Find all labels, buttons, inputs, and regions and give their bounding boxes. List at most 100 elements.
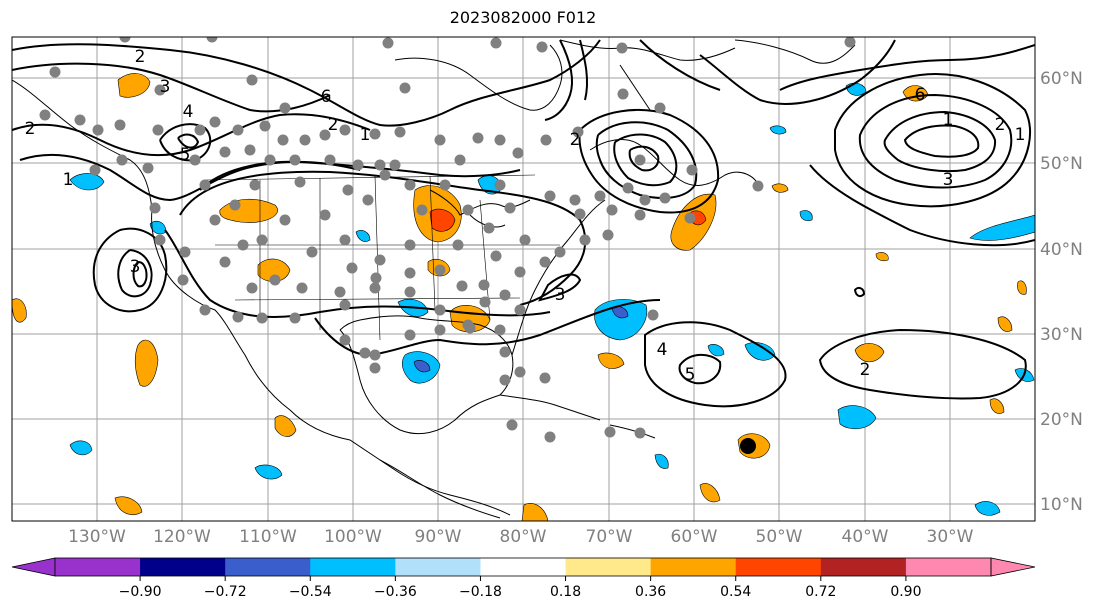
station-dot	[684, 212, 696, 224]
contour-label: 6	[321, 87, 332, 107]
station-dot	[499, 289, 511, 301]
negative-anomaly-region	[837, 405, 877, 430]
positive-anomaly-region	[997, 316, 1013, 332]
contour-label: 1	[360, 125, 371, 145]
longitude-labels: 130°W 120°W 110°W 100°W 90°W 80°W 70°W 60°W 50°W…	[68, 527, 974, 547]
contour-label: 3	[160, 77, 171, 97]
colorbar-tick-label: −0.90	[119, 584, 162, 600]
station-dot	[39, 109, 51, 121]
station-dot	[647, 309, 659, 321]
colorbar-extend-high	[990, 557, 1036, 577]
station-dot	[540, 134, 552, 146]
latitude-label: 50°N	[1040, 154, 1083, 174]
station-dot	[434, 134, 446, 146]
station-dot	[622, 182, 634, 194]
station-dot	[490, 250, 502, 262]
station-dot	[569, 194, 581, 206]
station-dot	[149, 202, 161, 214]
station-dot	[89, 164, 101, 176]
station-dot	[512, 147, 524, 159]
longitude-label: 130°W	[68, 527, 126, 547]
station-dot	[454, 154, 466, 166]
station-dot	[654, 102, 666, 114]
longitude-label: 90°W	[415, 527, 462, 547]
station-dot	[319, 129, 331, 141]
station-dot	[277, 134, 289, 146]
contour-label: 2	[135, 47, 146, 67]
contour-label: 2	[570, 130, 581, 150]
station-dot	[472, 132, 484, 144]
negative-anomaly-region	[69, 440, 93, 456]
contour-label: 2	[328, 115, 339, 135]
station-dot	[246, 282, 258, 294]
station-dot	[206, 37, 218, 43]
colorbar-tick-label: 0.18	[550, 584, 581, 600]
latitude-label: 20°N	[1040, 410, 1083, 430]
positive-anomaly-region	[771, 183, 789, 193]
longitude-label: 30°W	[927, 527, 974, 547]
station-dot	[209, 214, 221, 226]
station-dot	[604, 426, 616, 438]
negative-anomaly-region	[254, 464, 283, 480]
positive-anomaly-region	[699, 483, 721, 503]
positive-anomaly-region	[597, 352, 625, 369]
station-dot	[844, 37, 856, 48]
station-dot	[659, 192, 671, 204]
station-dot	[579, 234, 591, 246]
station-dot	[394, 126, 406, 138]
station-dot	[574, 208, 586, 220]
contour-label: 2	[995, 115, 1006, 135]
map-frame	[11, 36, 1036, 522]
negative-anomaly-region	[769, 125, 787, 135]
station-dot	[634, 154, 646, 166]
station-dot	[554, 246, 566, 258]
station-dot	[494, 134, 506, 146]
station-dot	[389, 159, 401, 171]
station-dot	[483, 222, 495, 234]
colorbar-tick-label: −0.54	[289, 584, 332, 600]
station-dot	[494, 324, 506, 336]
station-dot	[464, 322, 476, 334]
station-dot	[499, 374, 511, 386]
colorbar-segment	[140, 558, 226, 576]
station-dot	[319, 209, 331, 221]
station-dot	[74, 114, 86, 126]
station-dot	[606, 204, 618, 216]
positive-anomaly-region	[257, 258, 291, 282]
colorbar-segment	[225, 558, 311, 576]
station-dot	[404, 239, 416, 251]
station-dot	[339, 299, 351, 311]
positive-anomaly-region	[134, 339, 159, 387]
negative-anomaly-region	[654, 453, 669, 469]
station-dot	[189, 154, 201, 166]
station-dot	[514, 304, 526, 316]
station-dot	[490, 37, 502, 49]
station-dot	[616, 42, 628, 54]
station-dot	[416, 204, 428, 216]
station-dot	[339, 334, 351, 346]
colorbar-tick-label: 0.90	[890, 584, 921, 600]
station-dot	[306, 246, 318, 258]
station-dot	[602, 229, 614, 241]
station-dot	[404, 267, 416, 279]
positive-anomaly-region	[521, 502, 549, 521]
station-dot	[572, 126, 584, 138]
positive-anomaly-region	[854, 343, 885, 363]
positive-anomaly-region	[989, 398, 1005, 414]
station-dot	[514, 366, 526, 378]
station-dot	[152, 124, 164, 136]
station-dot	[369, 128, 381, 140]
station-dot	[479, 296, 491, 308]
station-dot	[634, 427, 646, 439]
station-dot	[369, 362, 381, 374]
latitude-labels: 60°N 50°N 40°N 30°N 20°N 10°N	[1040, 69, 1083, 515]
station-dot	[504, 202, 516, 214]
contour-label: 5	[180, 145, 191, 165]
station-dot	[269, 274, 281, 286]
longitude-label: 60°W	[671, 527, 718, 547]
station-dot	[362, 194, 374, 206]
station-dot	[339, 234, 351, 246]
positive-anomaly-region	[114, 496, 143, 515]
station-dot	[294, 176, 306, 188]
